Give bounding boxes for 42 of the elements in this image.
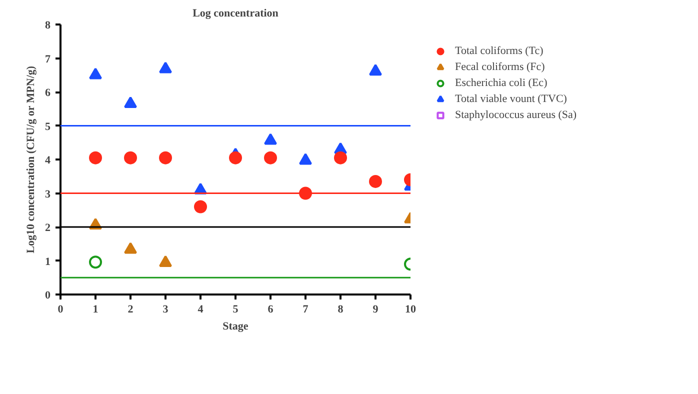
legend-label: Staphylococcus aureus (Sa) xyxy=(455,108,577,122)
point xyxy=(159,62,172,74)
y-tick-label: 5 xyxy=(45,120,51,133)
legend-label: Escherichia coli (Ec) xyxy=(455,76,548,90)
point xyxy=(194,200,207,214)
y-tick-label: 2 xyxy=(45,222,51,234)
x-tick-label: 8 xyxy=(338,304,344,316)
y-tick-label: 7 xyxy=(45,53,51,66)
point xyxy=(264,133,277,145)
y-tick-label: 6 xyxy=(45,87,51,99)
point xyxy=(299,153,312,165)
x-tick-label: 7 xyxy=(302,304,309,316)
legend-label: Total coliforms (Tc) xyxy=(455,44,544,58)
point xyxy=(369,174,382,188)
x-tick-label: 0 xyxy=(58,304,64,316)
point xyxy=(89,68,102,80)
x-axis-title: Stage xyxy=(222,320,248,332)
point xyxy=(89,151,102,164)
chart-title: Log concentration xyxy=(192,8,278,20)
x-tick-label: 3 xyxy=(162,304,169,316)
point xyxy=(124,96,137,108)
x-tick-label: 6 xyxy=(268,304,274,316)
x-tick-label: 4 xyxy=(198,304,204,316)
y-tick-label: 0 xyxy=(45,290,51,302)
x-tick-label: 2 xyxy=(128,304,134,316)
point xyxy=(159,151,172,164)
y-tick-label: 1 xyxy=(45,256,50,268)
y-axis-title: Log10 concentration (CFU/g or MPN/g) xyxy=(25,66,37,254)
point xyxy=(369,64,382,76)
x-tick-label: 5 xyxy=(232,304,239,316)
legend-label: Total viable vount (TVC) xyxy=(455,92,567,106)
point xyxy=(124,151,137,164)
point xyxy=(264,151,277,164)
x-tick-label: 9 xyxy=(372,304,379,316)
y-tick-label: 3 xyxy=(45,188,51,200)
legend-label: Fecal coliforms (Fc) xyxy=(455,60,545,74)
point xyxy=(229,151,242,164)
point xyxy=(334,151,347,164)
x-tick-label: 10 xyxy=(405,304,416,316)
y-tick-label: 8 xyxy=(45,20,51,32)
x-tick-label: 1 xyxy=(92,304,98,316)
y-tick-label: 4 xyxy=(45,154,51,166)
